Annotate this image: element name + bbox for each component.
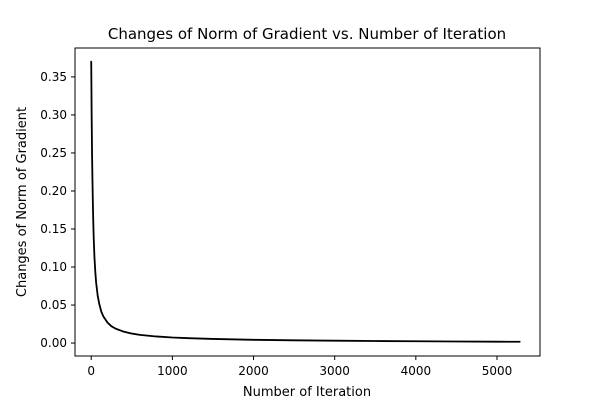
y-axis-label: Changes of Norm of Gradient: [15, 107, 30, 297]
x-tick-label: 3000: [319, 364, 350, 378]
x-axis: 0 1000 2000 3000 4000 5000: [87, 356, 512, 378]
chart-title: Changes of Norm of Gradient vs. Number o…: [108, 25, 506, 43]
plot-area: [90, 60, 521, 343]
x-axis-label: Number of Iteration: [243, 385, 371, 400]
plot-frame: [74, 47, 541, 357]
y-tick-label: 0.00: [40, 336, 67, 350]
series-line-0: [90, 60, 521, 343]
y-tick-label: 0.10: [40, 260, 67, 274]
y-tick-label: 0.25: [40, 146, 67, 160]
y-tick-label: 0.15: [40, 222, 67, 236]
y-tick-label: 0.20: [40, 184, 67, 198]
y-tick-label: 0.35: [40, 70, 67, 84]
y-tick-label: 0.05: [40, 298, 67, 312]
x-tick-label: 5000: [482, 364, 513, 378]
x-tick-label: 0: [87, 364, 95, 378]
y-tick-label: 0.30: [40, 108, 67, 122]
x-tick-label: 4000: [401, 364, 432, 378]
x-tick-label: 1000: [157, 364, 188, 378]
x-tick-label: 2000: [238, 364, 269, 378]
y-axis: 0.00 0.05 0.10 0.15 0.20 0.25 0.30 0.35: [40, 70, 75, 350]
